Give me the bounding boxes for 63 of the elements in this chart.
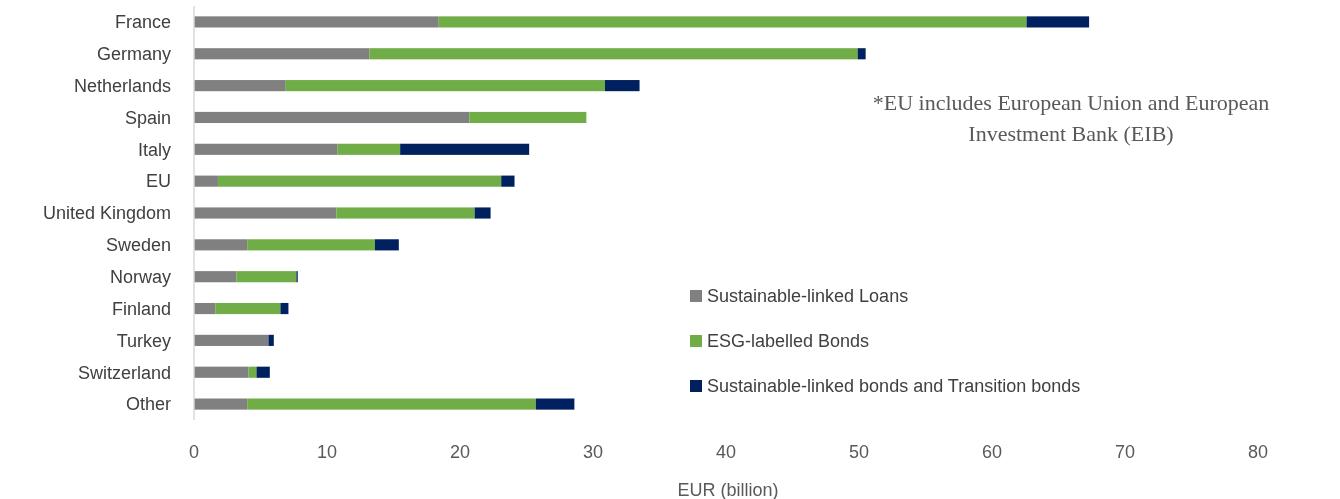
y-tick-label: EU <box>145 171 171 192</box>
x-tick-label: 40 <box>715 442 737 462</box>
bar <box>604 80 640 92</box>
bar <box>194 302 216 315</box>
bar <box>194 271 237 283</box>
x-tick-label: 20 <box>449 442 471 462</box>
bar <box>535 398 575 410</box>
x-tick-label: 10 <box>316 442 338 462</box>
bar <box>400 143 530 155</box>
bar <box>501 175 515 187</box>
legend-label: Sustainable-linked bonds and Transition bonds <box>707 376 1081 397</box>
y-tick-label: Germany <box>96 44 171 65</box>
bar <box>337 143 401 155</box>
x-tick-label: 50 <box>848 442 870 462</box>
x-tick-label: 30 <box>582 442 604 462</box>
x-tick-label: 80 <box>1247 442 1269 462</box>
y-tick-label: Italy <box>137 139 171 160</box>
bar <box>194 80 286 92</box>
bar <box>369 48 858 60</box>
bar <box>336 207 475 219</box>
bar <box>236 271 297 283</box>
bar <box>217 175 502 187</box>
bar <box>268 334 274 346</box>
y-tick-label: Sweden <box>105 235 171 256</box>
y-tick-label: Other <box>125 394 171 415</box>
y-tick-label: Spain <box>124 107 171 128</box>
bar <box>1026 16 1090 28</box>
bar <box>194 366 249 378</box>
bar <box>194 16 439 28</box>
x-tick-label: 70 <box>1114 442 1136 462</box>
bar <box>285 80 605 92</box>
bar <box>374 239 399 251</box>
y-tick-label: France <box>114 12 171 33</box>
bar <box>247 398 536 410</box>
bar <box>247 239 375 251</box>
bar <box>194 143 338 155</box>
y-tick-label: Switzerland <box>77 362 171 383</box>
y-tick-label: Finland <box>111 298 171 319</box>
y-tick-label: Norway <box>109 266 171 287</box>
y-tick-label: Netherlands <box>73 75 171 96</box>
bar <box>194 239 248 251</box>
x-axis-title: EUR (billion) <box>677 480 779 499</box>
bar <box>194 334 269 346</box>
bar <box>474 207 491 219</box>
bar <box>438 16 1027 28</box>
bar <box>256 366 270 378</box>
legend-label: ESG-labelled Bonds <box>707 331 870 352</box>
bar <box>194 207 337 219</box>
bar <box>248 366 257 378</box>
x-tick-label: 60 <box>981 442 1003 462</box>
bar <box>857 48 866 60</box>
bar <box>194 175 218 187</box>
y-tick-label: Turkey <box>116 330 171 351</box>
x-tick-label: 0 <box>188 442 200 462</box>
annotation: *EU includes European Union and European Investment Bank (EIB) <box>872 90 1270 146</box>
bar <box>215 302 281 315</box>
bar <box>469 111 587 124</box>
y-tick-label: United Kingdom <box>42 203 171 224</box>
bar <box>194 111 470 124</box>
bar <box>280 302 289 315</box>
bar <box>194 48 370 60</box>
bar <box>194 398 248 410</box>
legend-label: Sustainable-linked Loans <box>707 286 909 307</box>
